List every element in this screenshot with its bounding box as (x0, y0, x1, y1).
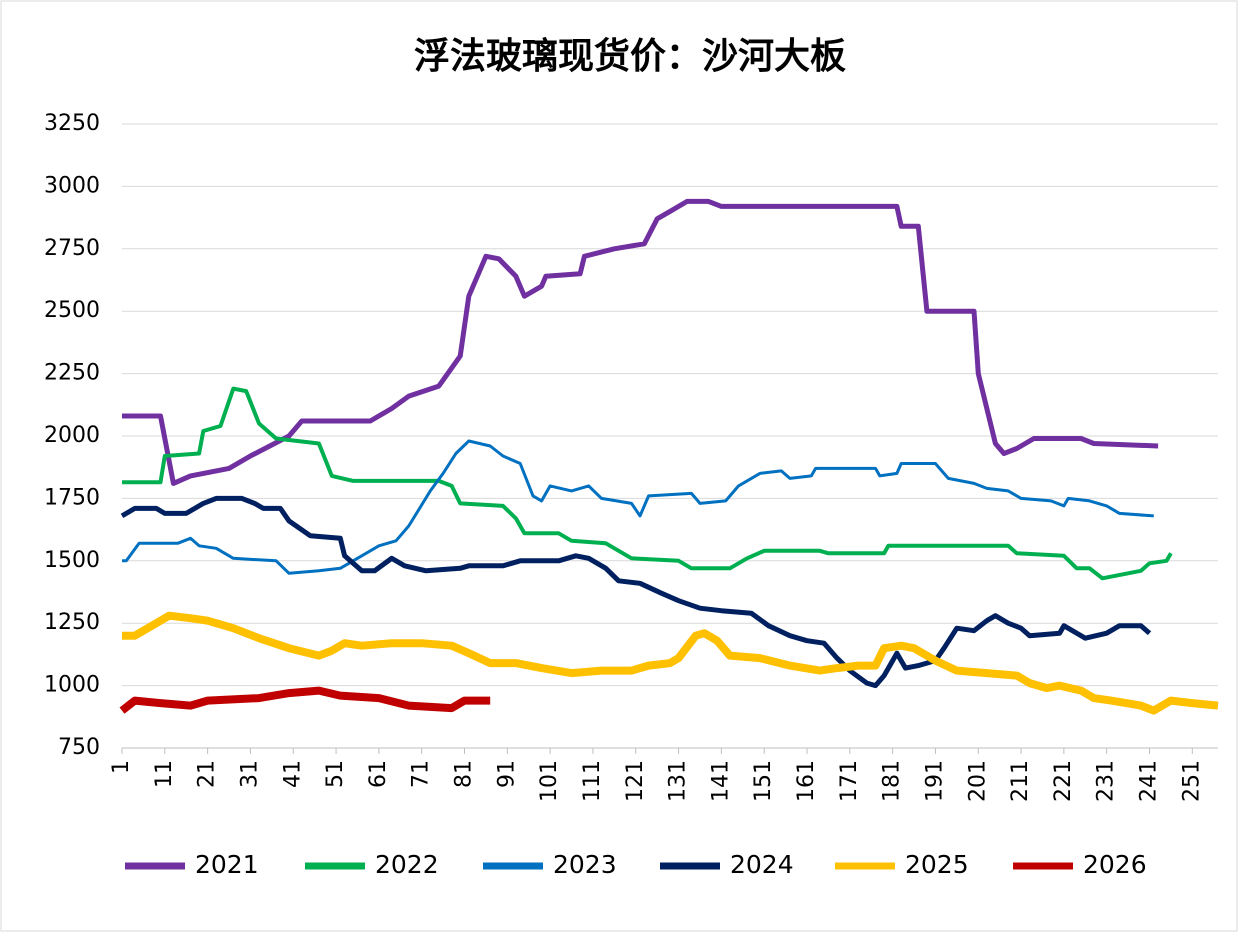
x-tick-label: 111 (580, 760, 605, 802)
y-tick-label: 2500 (44, 298, 100, 323)
x-tick-label: 41 (280, 760, 305, 788)
x-tick-label: 241 (1137, 760, 1162, 802)
x-tick-label: 31 (237, 760, 262, 788)
y-tick-label: 3000 (44, 173, 100, 198)
y-tick-label: 750 (58, 735, 100, 760)
y-tick-label: 1750 (44, 485, 100, 510)
x-tick-label: 61 (366, 760, 391, 788)
x-tick-label: 171 (837, 760, 862, 802)
x-tick-label: 181 (880, 760, 905, 802)
x-tick-label: 101 (537, 760, 562, 802)
y-tick-label: 1250 (44, 610, 100, 635)
x-tick-label: 251 (1179, 760, 1204, 802)
series-line (122, 439, 1154, 575)
y-tick-label: 2000 (44, 423, 100, 448)
x-tick-label: 211 (1008, 760, 1033, 802)
x-tick-label: 71 (409, 760, 434, 788)
legend-label: 2026 (1083, 850, 1147, 879)
x-tick-label: 201 (965, 760, 990, 802)
series-line (120, 495, 1152, 689)
y-tick-label: 3250 (44, 111, 100, 136)
legend-label: 2025 (905, 850, 969, 879)
x-tick-label: 191 (922, 760, 947, 802)
x-tick-label: 91 (494, 760, 519, 788)
x-tick-label: 21 (195, 760, 220, 788)
x-tick-label: 161 (794, 760, 819, 802)
x-tick-label: 121 (623, 760, 648, 802)
chart-title: 浮法玻璃现货价：沙河大板 (414, 36, 846, 77)
y-tick-label: 1000 (44, 673, 100, 698)
series-line (122, 386, 1173, 581)
x-tick-label: 151 (751, 760, 776, 802)
x-tick-label: 141 (708, 760, 733, 802)
legend-label: 2024 (730, 850, 794, 879)
x-tick-label: 231 (1094, 760, 1119, 802)
y-tick-label: 2750 (44, 236, 100, 261)
series-line (122, 198, 1159, 486)
x-tick-label: 51 (323, 760, 348, 788)
y-tick-label: 1500 (44, 548, 100, 573)
legend-label: 2022 (375, 850, 439, 879)
y-tick-label: 2250 (44, 361, 100, 386)
series-line (122, 611, 1219, 715)
legend-label: 2023 (553, 850, 617, 879)
x-tick-label: 221 (1051, 760, 1076, 802)
x-tick-label: 131 (666, 760, 691, 802)
series-line (119, 686, 491, 714)
x-tick-label: 81 (452, 760, 477, 788)
x-tick-label: 11 (152, 760, 177, 788)
x-tick-label: 1 (109, 760, 134, 774)
legend-label: 2021 (195, 850, 259, 879)
